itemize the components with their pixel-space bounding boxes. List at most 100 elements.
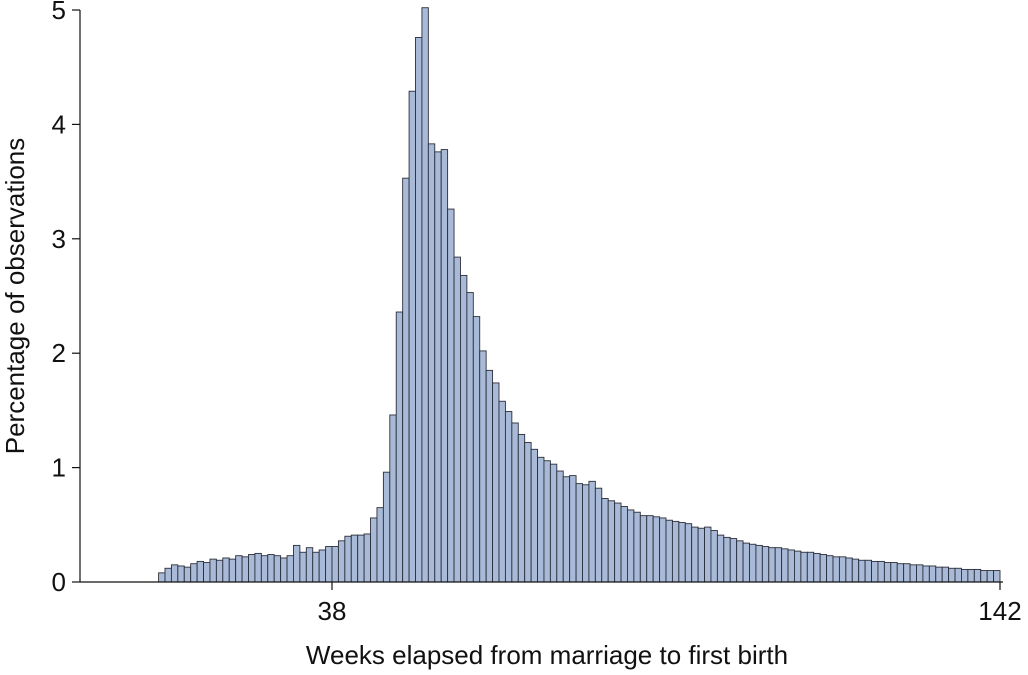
histogram-bar	[543, 460, 551, 583]
histogram-bar	[774, 547, 783, 583]
x-tick-label: 38	[318, 596, 347, 626]
histogram-bar	[357, 534, 365, 583]
histogram-bar	[909, 564, 917, 583]
histogram-bar	[794, 550, 802, 583]
histogram-bar	[209, 558, 217, 583]
histogram-bar	[742, 542, 750, 583]
histogram-bar	[928, 565, 937, 583]
histogram-bar	[607, 500, 616, 583]
histogram-bar	[806, 551, 815, 583]
histogram-bar	[639, 515, 648, 583]
histogram-bar	[594, 487, 603, 583]
histogram-bar	[652, 516, 661, 583]
histogram-bar	[903, 563, 911, 583]
histogram-bar	[395, 311, 404, 583]
histogram-bar	[883, 562, 892, 583]
bars-group	[158, 7, 1001, 583]
histogram-bar	[299, 551, 307, 583]
histogram-bar	[935, 566, 943, 583]
histogram-bar	[851, 558, 860, 583]
histogram-bar	[415, 37, 423, 583]
histogram-bar	[222, 557, 230, 583]
y-tick-label: 0	[52, 567, 66, 597]
histogram-bar	[556, 470, 564, 583]
histogram-bar	[761, 546, 770, 583]
y-ticks-group: 0 1 2 3 4 5	[52, 0, 80, 597]
histogram-bar	[344, 535, 352, 583]
histogram-bar	[716, 534, 725, 583]
histogram-bar	[569, 475, 577, 583]
y-tick-label: 1	[52, 453, 66, 483]
histogram-bar	[498, 400, 506, 583]
histogram-bar	[248, 554, 256, 583]
histogram-bar	[363, 533, 371, 583]
histogram-bar	[704, 526, 712, 583]
histogram-bar	[620, 506, 628, 583]
histogram-bar	[254, 552, 262, 583]
histogram-bar	[537, 456, 545, 583]
y-tick-label: 5	[52, 0, 66, 25]
histogram-bar	[466, 292, 474, 583]
histogram-bar	[504, 411, 513, 583]
histogram-bar	[826, 555, 834, 583]
histogram-bar	[633, 511, 641, 583]
histogram-bar	[671, 520, 680, 583]
histogram-bar	[755, 544, 763, 583]
histogram-bar	[646, 515, 654, 583]
histogram-bar	[961, 568, 969, 583]
histogram-bar	[440, 149, 449, 583]
histogram-bar	[434, 151, 442, 583]
histogram-bar	[768, 547, 776, 583]
histogram-bar	[267, 554, 275, 583]
histogram-bar	[614, 502, 622, 583]
x-tick-label: 142	[978, 596, 1021, 626]
histogram-bar	[948, 567, 956, 583]
histogram-bar	[864, 559, 872, 583]
histogram-bar	[601, 498, 609, 583]
histogram-bar	[549, 463, 558, 583]
histogram-bar	[318, 549, 327, 583]
histogram-bar	[427, 143, 436, 583]
histogram-bar	[241, 556, 249, 583]
histogram-bar	[511, 422, 519, 583]
histogram-bar	[697, 527, 705, 583]
histogram-bar	[421, 7, 429, 583]
histogram-bar	[896, 563, 905, 583]
histogram-bar	[723, 536, 731, 583]
histogram-bar	[370, 517, 378, 583]
histogram-bar	[967, 568, 975, 583]
histogram-bar	[710, 530, 718, 583]
histogram-bar	[813, 552, 821, 583]
histogram-bar	[447, 208, 455, 583]
histogram-bar	[916, 564, 924, 583]
histogram-bar	[183, 566, 192, 583]
histogram-bar	[800, 551, 808, 583]
x-ticks-group: 38 142	[318, 582, 1022, 626]
histogram-bar	[954, 567, 962, 583]
histogram-bar	[215, 559, 224, 583]
histogram-bar	[280, 557, 288, 583]
histogram-bar	[749, 543, 757, 583]
histogram-bar	[273, 555, 282, 583]
histogram-bar	[562, 476, 571, 583]
histogram-bar	[575, 483, 583, 583]
histogram-bar	[331, 546, 339, 583]
histogram-bar	[530, 448, 538, 583]
y-tick-label: 4	[52, 109, 66, 139]
histogram-bar	[524, 441, 532, 583]
histogram-bar	[787, 549, 795, 583]
histogram-bar	[196, 560, 204, 583]
histogram-bar	[382, 471, 391, 583]
histogram-bar	[877, 560, 885, 583]
histogram-bar	[588, 480, 596, 583]
histogram-bar	[627, 509, 635, 583]
histogram-bar	[980, 570, 988, 583]
histogram-bar	[678, 522, 686, 583]
histogram-bar	[286, 555, 294, 583]
histogram-bar	[819, 554, 828, 583]
histogram-bar	[941, 566, 950, 583]
histogram-bar	[203, 562, 211, 583]
y-tick-label: 2	[52, 338, 66, 368]
histogram-bar	[472, 316, 481, 583]
